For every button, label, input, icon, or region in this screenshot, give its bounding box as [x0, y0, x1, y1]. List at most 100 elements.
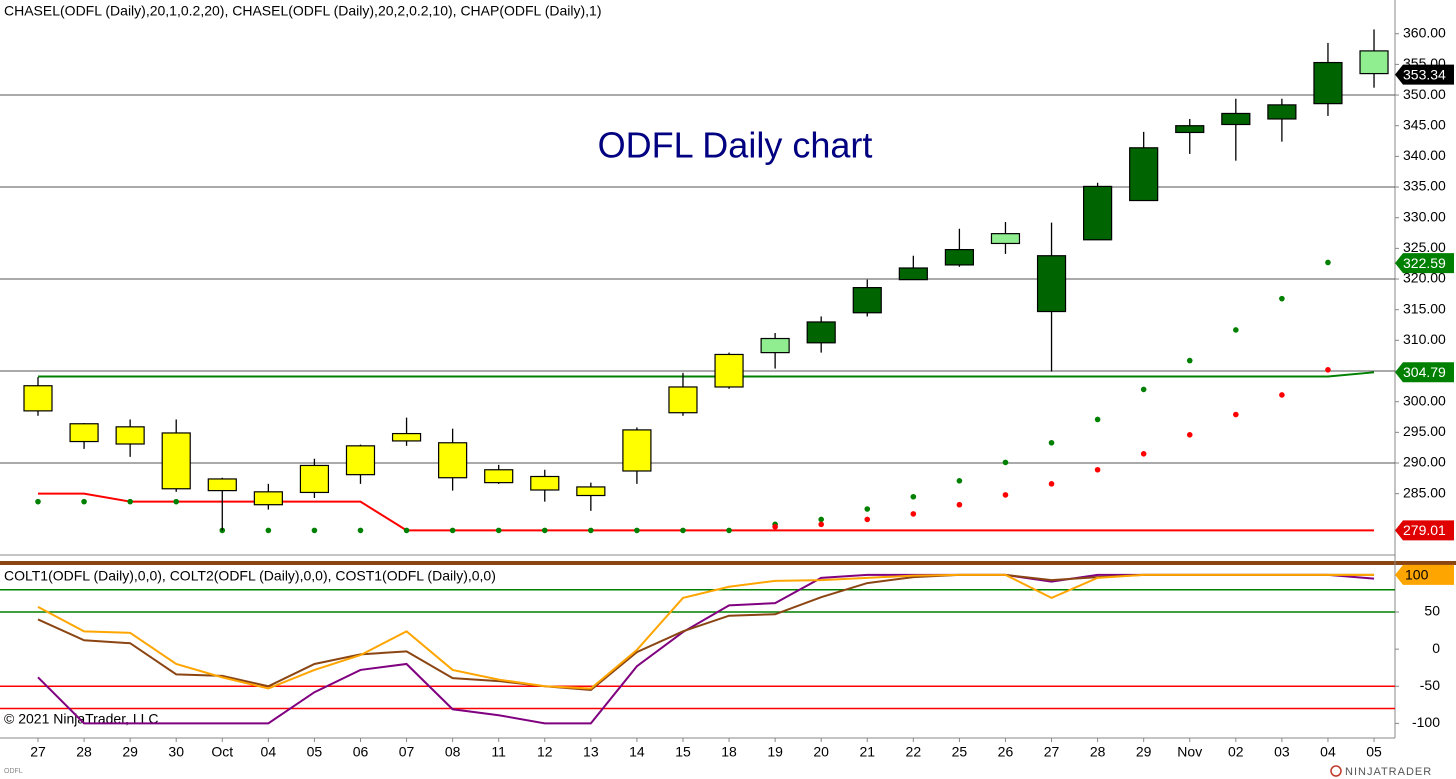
y2-tick-label: 50	[1424, 603, 1440, 619]
x-tick-label: 27	[1044, 744, 1060, 760]
y-tick-label: 315.00	[1403, 300, 1446, 316]
price-flag	[1395, 362, 1454, 383]
x-tick-label: 05	[1366, 744, 1382, 760]
dot	[1140, 386, 1147, 393]
dot	[1233, 411, 1239, 418]
osc-flag-label: 100	[1405, 567, 1429, 583]
price-flag	[1395, 64, 1454, 85]
candle-body	[115, 426, 145, 445]
dot	[772, 523, 778, 530]
x-tick-label: 26	[998, 744, 1014, 760]
dot	[1279, 392, 1285, 398]
y-tick-label: 350.00	[1403, 86, 1446, 102]
y-tick-label: 295.00	[1403, 423, 1446, 439]
dot	[956, 501, 963, 508]
brand-icon	[1330, 765, 1342, 777]
dot	[35, 498, 41, 505]
candle-body	[1267, 104, 1297, 120]
candle-body	[1129, 147, 1159, 202]
candle-body	[714, 353, 744, 388]
price-flag	[1395, 253, 1454, 274]
candle-body	[23, 385, 53, 412]
x-tick-label: 29	[1136, 744, 1152, 760]
osc-flag	[1395, 564, 1454, 585]
y-tick-label: 320.00	[1403, 270, 1446, 286]
candle-body	[668, 386, 698, 414]
x-tick-label: 05	[307, 744, 323, 760]
dot	[1325, 366, 1331, 373]
x-tick-label: 18	[721, 744, 737, 760]
dot	[449, 527, 456, 534]
panel-splitter	[0, 561, 1456, 565]
x-tick-label: 12	[537, 744, 553, 760]
x-tick-label: 11	[491, 744, 506, 760]
y-tick-label: 325.00	[1403, 239, 1446, 255]
x-tick-label: 07	[399, 744, 415, 760]
x-tick-label: Oct	[211, 744, 233, 760]
dot	[1048, 439, 1055, 446]
dot	[588, 527, 594, 534]
x-tick-label: 28	[1090, 744, 1106, 760]
x-tick-label: 03	[1274, 744, 1290, 760]
y-tick-label: 285.00	[1403, 484, 1446, 500]
candle-body	[207, 478, 237, 492]
candle-body	[944, 248, 975, 266]
x-tick-label: 21	[859, 744, 875, 760]
x-tick-label: 14	[629, 744, 645, 760]
x-tick-label: 29	[122, 744, 138, 760]
y2-tick-label: -50	[1420, 677, 1440, 693]
candle-body	[806, 321, 836, 344]
dot	[1002, 459, 1009, 466]
candle-body	[253, 491, 283, 506]
dot	[1325, 259, 1331, 266]
candle-body	[484, 469, 514, 484]
price-flag-label: 304.79	[1403, 364, 1446, 380]
y2-tick-label: 0	[1432, 640, 1440, 656]
dot	[1048, 481, 1055, 487]
dot	[1094, 466, 1101, 473]
dot	[1094, 416, 1101, 423]
candle-body	[760, 337, 790, 354]
dot	[127, 498, 133, 505]
candle-body	[438, 442, 468, 479]
dot	[1186, 432, 1193, 438]
x-tick-label: 06	[353, 744, 369, 760]
x-tick-label: 27	[30, 744, 46, 760]
x-tick-label: 04	[261, 744, 277, 760]
dot	[311, 527, 318, 534]
candle-body	[1083, 185, 1113, 241]
dot	[265, 527, 272, 534]
dot	[81, 498, 87, 505]
dot	[1140, 451, 1147, 457]
x-tick-label: 20	[813, 744, 829, 760]
x-tick-label: 30	[168, 744, 184, 760]
dot	[1233, 327, 1239, 333]
y-tick-label: 310.00	[1403, 331, 1446, 347]
oscillator-line	[37, 573, 1375, 690]
price-line	[38, 371, 1375, 378]
x-tick-label: 19	[767, 744, 783, 760]
x-tick-label: 28	[76, 744, 92, 760]
x-tick-label: 08	[445, 744, 461, 760]
dot	[403, 527, 410, 534]
candle-body	[852, 287, 882, 314]
dot	[680, 527, 686, 534]
dot	[910, 493, 917, 500]
y-tick-label: 330.00	[1403, 208, 1446, 224]
candle-body	[1036, 255, 1067, 313]
candle-body	[990, 233, 1021, 245]
dot	[1186, 357, 1193, 364]
dot	[357, 527, 364, 534]
dot	[956, 477, 963, 484]
dot	[495, 527, 502, 534]
y2-tick-label: -100	[1412, 714, 1440, 730]
dot	[541, 527, 548, 534]
x-tick-label: 02	[1228, 744, 1244, 760]
y-tick-label: 340.00	[1403, 147, 1446, 163]
y-tick-label: 360.00	[1403, 24, 1446, 40]
y-tick-label: 300.00	[1403, 392, 1446, 408]
dot	[634, 527, 640, 534]
price-flag-label: 279.01	[1403, 522, 1446, 538]
